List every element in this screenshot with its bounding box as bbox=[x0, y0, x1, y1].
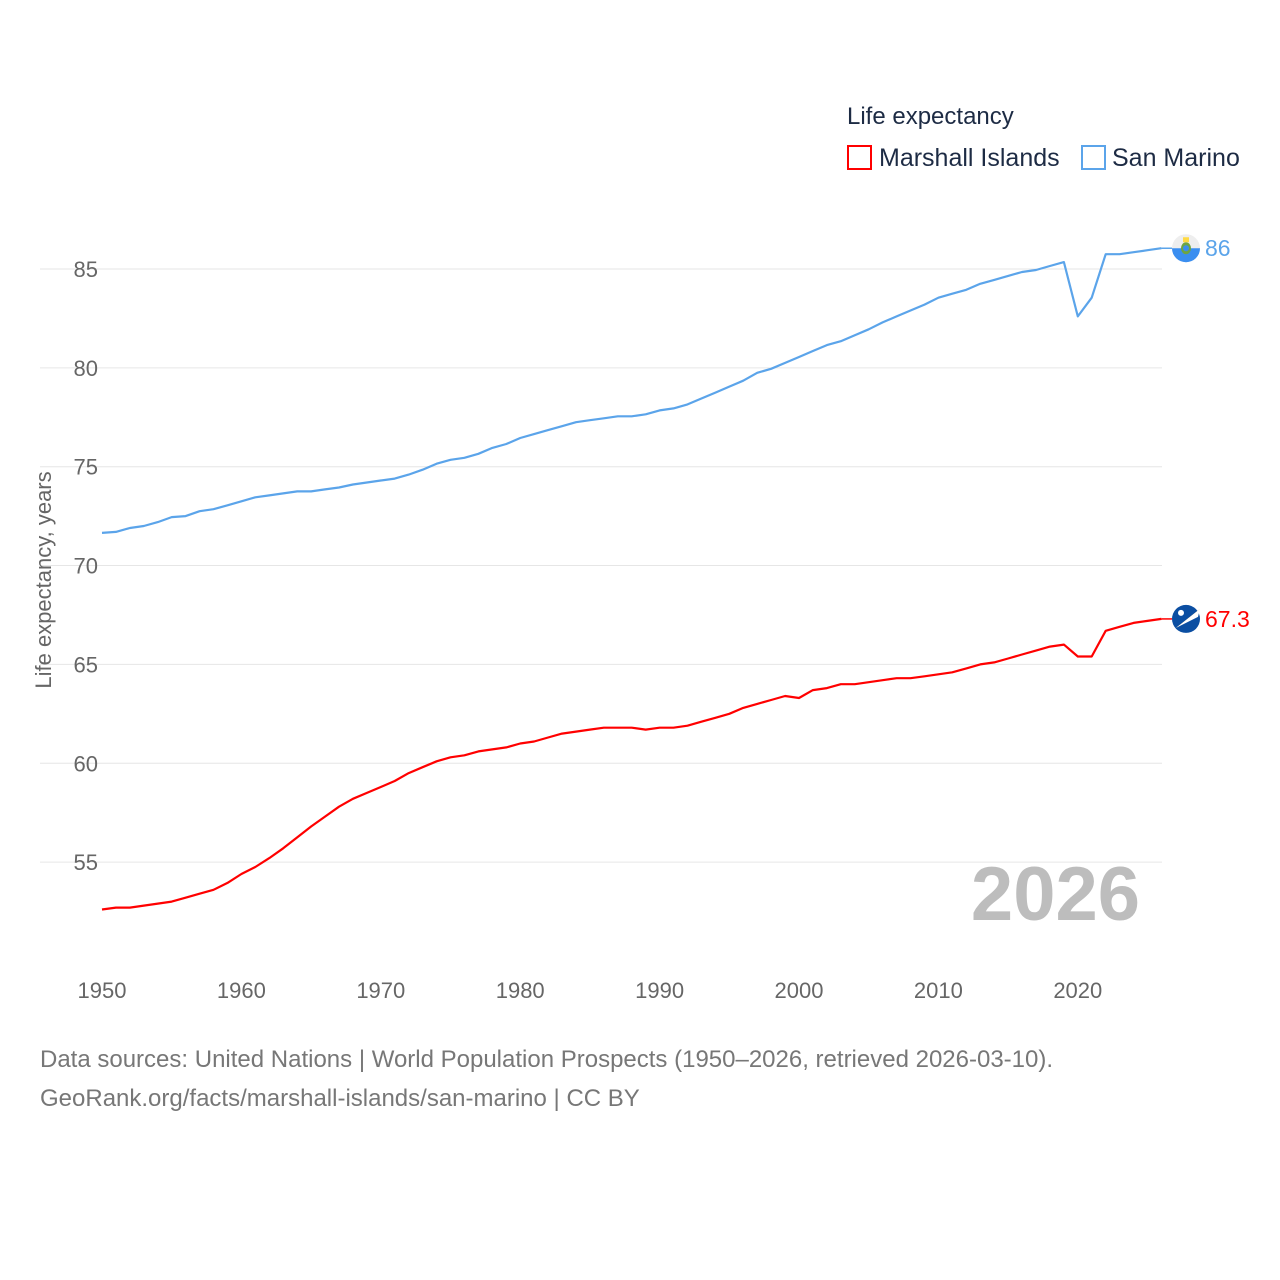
y-tick-label: 60 bbox=[74, 751, 98, 776]
y-tick-label: 85 bbox=[74, 257, 98, 282]
y-tick-label: 55 bbox=[74, 850, 98, 875]
y-tick-label: 80 bbox=[74, 356, 98, 381]
x-tick-label: 2020 bbox=[1053, 978, 1102, 1003]
x-tick-label: 1970 bbox=[356, 978, 405, 1003]
legend-swatch-marshall-islands[interactable] bbox=[847, 145, 872, 170]
y-tick-label: 75 bbox=[74, 455, 98, 480]
end-value-label-san-marino: 86 bbox=[1205, 235, 1231, 261]
legend-label-san-marino[interactable]: San Marino bbox=[1112, 144, 1240, 172]
x-tick-label: 2010 bbox=[914, 978, 963, 1003]
y-tick-label: 65 bbox=[74, 652, 98, 677]
x-tick-label: 1990 bbox=[635, 978, 684, 1003]
x-tick-label: 1950 bbox=[78, 978, 127, 1003]
legend-title: Life expectancy bbox=[847, 103, 1014, 130]
y-tick-label: 70 bbox=[74, 554, 98, 579]
legend-swatch-san-marino[interactable] bbox=[1081, 145, 1106, 170]
end-value-label-marshall-islands: 67.3 bbox=[1205, 606, 1250, 632]
legend-label-marshall-islands[interactable]: Marshall Islands bbox=[879, 144, 1060, 172]
y-axis-label: Life expectancy, years bbox=[31, 471, 56, 688]
x-tick-label: 1960 bbox=[217, 978, 266, 1003]
x-tick-label: 2000 bbox=[775, 978, 824, 1003]
marshall-islands-flag-icon bbox=[1172, 604, 1200, 633]
series-line-marshall-islands[interactable] bbox=[101, 617, 1162, 911]
legend: Life expectancy Marshall Islands San Mar… bbox=[847, 103, 1240, 172]
series-line-san-marino[interactable] bbox=[101, 247, 1162, 534]
source-link[interactable]: GeoRank.org/facts/marshall-islands/san-m… bbox=[40, 1085, 640, 1112]
year-watermark: 2026 bbox=[971, 852, 1140, 937]
data-sources-note: Data sources: United Nations | World Pop… bbox=[40, 1046, 1054, 1073]
san-marino-flag-icon bbox=[1172, 234, 1200, 263]
x-tick-label: 1980 bbox=[496, 978, 545, 1003]
